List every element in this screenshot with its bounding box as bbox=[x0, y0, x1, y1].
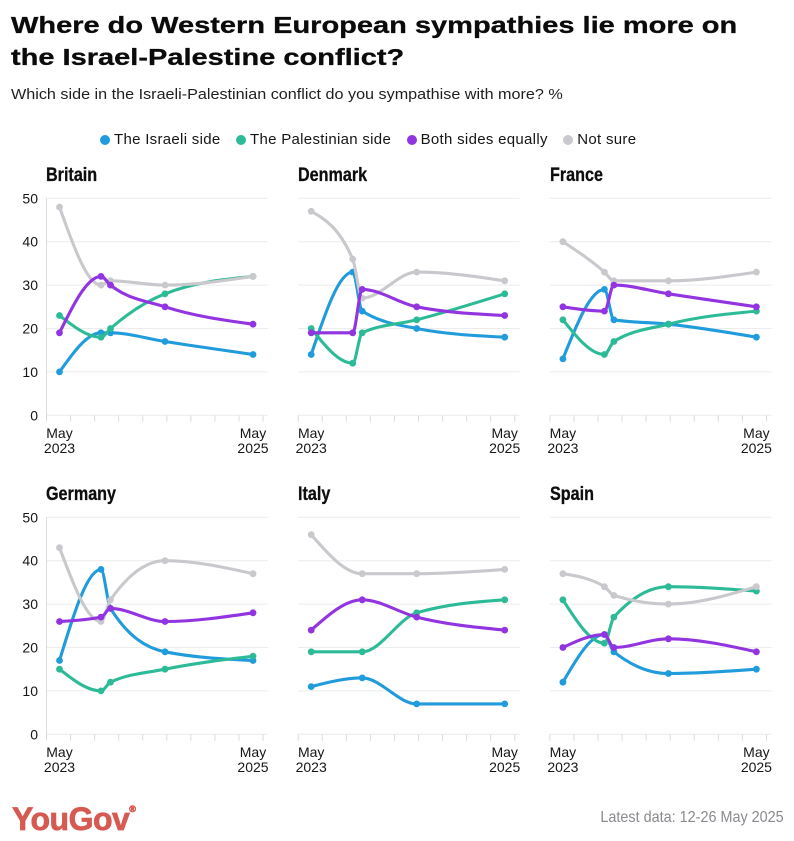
svg-text:30: 30 bbox=[22, 277, 38, 293]
svg-text:May: May bbox=[491, 425, 517, 441]
svg-text:2025: 2025 bbox=[741, 440, 772, 456]
svg-text:May: May bbox=[298, 744, 324, 760]
svg-text:May: May bbox=[743, 744, 769, 760]
svg-text:2023: 2023 bbox=[547, 759, 578, 775]
svg-text:30: 30 bbox=[22, 596, 38, 612]
svg-text:2025: 2025 bbox=[237, 440, 268, 456]
svg-text:40: 40 bbox=[22, 553, 38, 569]
svg-text:May: May bbox=[491, 744, 517, 760]
svg-text:0: 0 bbox=[30, 726, 38, 742]
svg-text:May: May bbox=[240, 744, 266, 760]
svg-text:2025: 2025 bbox=[741, 759, 772, 775]
svg-text:40: 40 bbox=[22, 234, 38, 250]
svg-text:2023: 2023 bbox=[44, 440, 75, 456]
svg-text:20: 20 bbox=[22, 321, 38, 337]
svg-text:20: 20 bbox=[22, 640, 38, 656]
svg-text:May: May bbox=[240, 425, 266, 441]
svg-text:2023: 2023 bbox=[44, 759, 75, 775]
svg-text:2025: 2025 bbox=[237, 759, 268, 775]
svg-text:May: May bbox=[550, 744, 576, 760]
svg-text:May: May bbox=[743, 425, 769, 441]
svg-text:2025: 2025 bbox=[489, 759, 520, 775]
svg-text:2023: 2023 bbox=[296, 759, 327, 775]
svg-text:May: May bbox=[298, 425, 324, 441]
svg-text:May: May bbox=[46, 744, 72, 760]
svg-text:10: 10 bbox=[22, 683, 38, 699]
svg-text:May: May bbox=[550, 425, 576, 441]
svg-text:0: 0 bbox=[30, 407, 38, 423]
svg-text:10: 10 bbox=[22, 364, 38, 380]
svg-text:2023: 2023 bbox=[547, 440, 578, 456]
svg-text:2023: 2023 bbox=[296, 440, 327, 456]
svg-text:50: 50 bbox=[22, 190, 38, 206]
svg-text:May: May bbox=[46, 425, 72, 441]
svg-text:2025: 2025 bbox=[489, 440, 520, 456]
svg-text:50: 50 bbox=[22, 509, 38, 525]
